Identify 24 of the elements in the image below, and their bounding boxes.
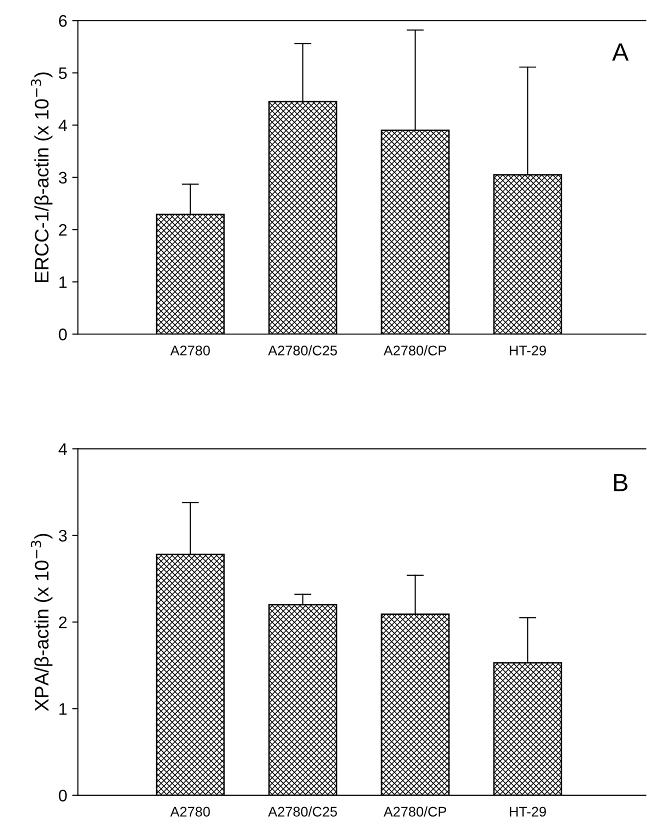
y-tick-label: 1 [59, 703, 67, 715]
x-tick-label: A2780/C25 [268, 345, 337, 356]
x-tick-label: A2780 [170, 806, 210, 817]
y-tick-label: 0 [58, 328, 67, 340]
y-tick-label: 2 [59, 616, 67, 628]
x-tick-label: A2780/C25 [268, 806, 337, 817]
x-tick-label: HT-29 [510, 806, 546, 817]
x-tick-label: A2780/CP [384, 806, 446, 817]
y-tick-label: 5 [58, 67, 67, 80]
y-tick-label: 0 [58, 790, 67, 802]
annotation: B [614, 474, 628, 492]
y-axis-title: XPA/β-actin (x 10$^{−3}$) [30, 534, 52, 712]
x-tick-label: HT-29 [510, 346, 546, 356]
y-tick-label: 4 [58, 120, 67, 132]
y-tick-label: 3 [58, 530, 67, 542]
annotation: A [612, 43, 629, 61]
y-tick-label: 2 [59, 224, 67, 236]
y-axis-title: ERCC-1/β-actin (x 10$^{−3}$) [30, 72, 52, 282]
y-tick-label: 4 [58, 443, 67, 455]
y-tick-label: 1 [59, 276, 67, 288]
y-tick-label: 6 [59, 15, 67, 27]
y-tick-label: 3 [58, 172, 67, 184]
x-tick-label: A2780 [170, 346, 210, 356]
x-tick-label: A2780/CP [384, 345, 446, 356]
